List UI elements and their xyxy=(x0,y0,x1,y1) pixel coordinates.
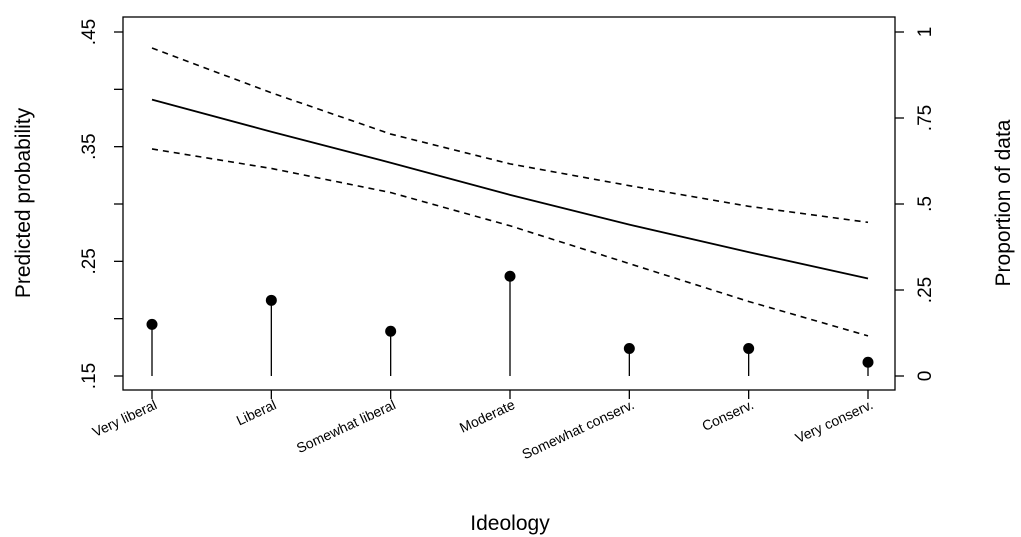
predicted-line xyxy=(151,98,869,280)
right-tick-label: 0 xyxy=(915,371,936,382)
x-tick-label: Somewhat conserv. xyxy=(519,396,636,462)
left-axis: .15 .25 .35 .45 xyxy=(79,19,123,389)
x-tick-label: Liberal xyxy=(234,396,279,428)
y-axis-title-left: Predicted probability xyxy=(12,107,35,298)
right-tick-label: 1 xyxy=(915,27,936,38)
x-axis: Very liberal Liberal Somewhat liberal Moder… xyxy=(90,390,876,462)
ci-bound-line xyxy=(151,47,869,224)
left-tick-label: .45 xyxy=(79,19,100,45)
stems-layer xyxy=(146,270,874,376)
x-tick-label: Very liberal xyxy=(90,396,160,440)
right-tick-label: .25 xyxy=(915,277,936,303)
left-tick-label: .15 xyxy=(79,363,100,389)
right-tick-label: .5 xyxy=(915,196,936,212)
right-tick-label: .75 xyxy=(915,105,936,131)
x-tick-label: Somewhat liberal xyxy=(294,396,398,456)
y-axis-title-right: Proportion of data xyxy=(992,119,1015,286)
x-axis-title: Ideology xyxy=(470,512,550,535)
stem-point xyxy=(146,318,158,330)
right-axis: 0 .25 .5 .75 1 xyxy=(895,27,936,382)
x-tick-label: Conserv. xyxy=(699,396,756,434)
ci-bound-line xyxy=(151,148,869,337)
stem-point xyxy=(265,294,277,306)
x-tick-label: Very conserv. xyxy=(793,396,876,446)
stem-point xyxy=(504,270,516,282)
left-tick-label: .25 xyxy=(79,248,100,274)
plot-frame xyxy=(122,16,896,391)
stem-point xyxy=(385,325,397,337)
left-tick-label: .35 xyxy=(79,133,100,159)
x-tick-label: Moderate xyxy=(457,396,518,436)
stem-point xyxy=(862,356,874,368)
stem-point xyxy=(623,342,635,354)
stem-point xyxy=(743,342,755,354)
series-layer xyxy=(151,47,869,337)
